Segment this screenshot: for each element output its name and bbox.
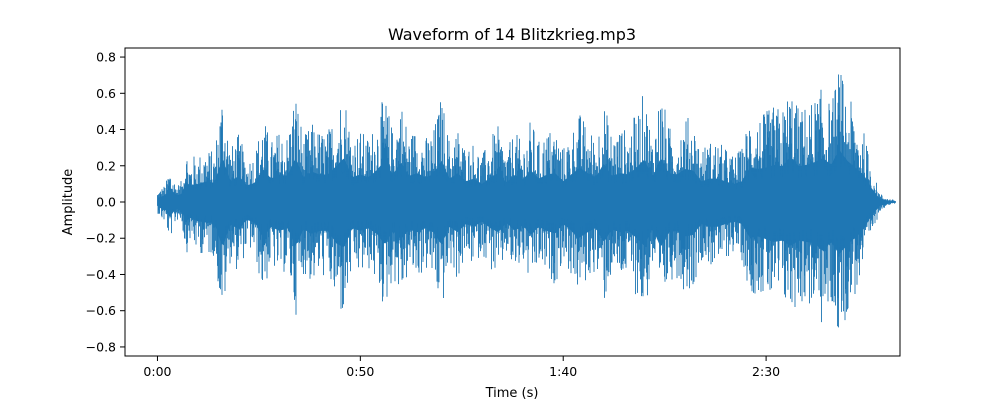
y-tick-label: 0.8	[96, 50, 116, 65]
x-tick-label: 1:40	[549, 364, 577, 379]
y-tick-label: −0.8	[86, 339, 116, 354]
y-tick-label: 0.4	[96, 122, 116, 137]
chart-title: Waveform of 14 Blitzkrieg.mp3	[388, 25, 636, 44]
y-axis-ticks: −0.8 −0.6 −0.4 −0.2 0.0 0.2 0.4 0.6 0.8	[86, 50, 125, 354]
x-tick-label: 0:00	[143, 364, 171, 379]
x-axis-label: Time (s)	[485, 386, 539, 400]
y-tick-label: −0.2	[86, 231, 116, 246]
waveform-series-line	[157, 74, 896, 328]
y-tick-label: −0.6	[86, 303, 116, 318]
plot-area	[157, 74, 896, 328]
y-tick-label: −0.4	[86, 267, 116, 282]
x-tick-label: 2:30	[752, 364, 780, 379]
y-axis-label: Amplitude	[61, 169, 76, 236]
y-tick-label: 0.0	[96, 195, 116, 210]
x-axis-ticks: 0:00 0:50 1:40 2:30	[143, 356, 780, 379]
x-tick-label: 0:50	[346, 364, 374, 379]
y-tick-label: 0.6	[96, 86, 116, 101]
y-tick-label: 0.2	[96, 158, 116, 173]
